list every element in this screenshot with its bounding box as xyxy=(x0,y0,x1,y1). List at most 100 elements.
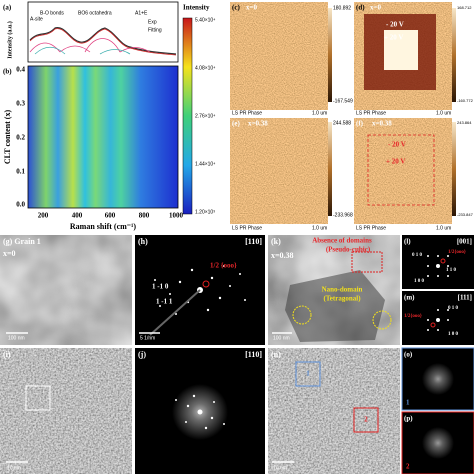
panel-label: (h) xyxy=(138,237,148,246)
panel-label: (b) xyxy=(3,68,12,76)
voltage: - 20 V xyxy=(388,141,406,149)
shape-rect xyxy=(354,110,474,116)
shape-circle xyxy=(204,426,208,430)
shape-rect xyxy=(268,348,400,474)
shape-circle xyxy=(186,404,190,408)
panel-m: (m) [111] 1/2{ooo} 0 1 0 1 0 0 xyxy=(402,291,474,345)
shape-g xyxy=(427,309,449,331)
axis-label: Raman shift (cm⁻¹) xyxy=(70,222,137,231)
shape-rect xyxy=(230,118,328,224)
annotation: Absence of domains xyxy=(312,237,372,245)
panel-i: (i) 10 nm xyxy=(0,348,132,474)
panel-label: (j) xyxy=(138,350,146,359)
shape-line xyxy=(149,289,201,336)
shape-circle xyxy=(437,275,439,277)
scale-max: 243.864 xyxy=(457,120,472,125)
region-label: 1 xyxy=(406,399,410,407)
annotation: B-O bonds xyxy=(40,10,64,16)
scale-bar: 1.0 um xyxy=(436,225,451,231)
region-label: 2 xyxy=(406,463,410,471)
shape-circle xyxy=(436,318,440,322)
legend-label: Fitting xyxy=(148,27,162,33)
scale-max: 180.892 xyxy=(333,5,351,11)
shape-rect xyxy=(328,8,332,102)
colorbar-tick: 5.40×10⁴ xyxy=(195,17,215,23)
panel-label: (l) xyxy=(404,238,411,246)
zone-axis: [111] xyxy=(458,294,472,302)
footer: LS PR Phase xyxy=(232,225,262,231)
axis-label: CLT content (x) xyxy=(3,110,12,165)
shape-circle xyxy=(436,264,440,268)
panel-c: (c) x=0 180.892 -167.549 LS PR Phase 1.0… xyxy=(230,2,353,116)
shape-circle xyxy=(244,299,246,301)
shape-circle xyxy=(447,275,449,277)
shape-circle xyxy=(447,309,449,311)
shape-rect xyxy=(27,65,179,209)
shape-circle xyxy=(440,258,446,264)
panel-h: (h) [110] 1/2 {ooo} 1 -1 0 1 -1 1 5 1/nm xyxy=(135,235,265,345)
scale-min: -233.968 xyxy=(333,212,353,218)
composition: x=0.38 xyxy=(372,120,392,128)
scale-bar: 1.0 um xyxy=(312,110,327,116)
shape-circle xyxy=(427,319,429,321)
shape-circle xyxy=(210,416,214,420)
shape-path xyxy=(34,46,131,55)
panel-label: (i) xyxy=(3,350,11,359)
tick-label: 1000 xyxy=(169,212,184,220)
shape-rect xyxy=(354,118,452,224)
voltage: + 20 V xyxy=(384,34,403,42)
region-label: 2 xyxy=(364,416,368,424)
voltage: - 20 V xyxy=(386,21,404,29)
shape-circle xyxy=(239,273,241,275)
tick-label: 200 xyxy=(38,212,49,220)
index: 1 -1 1 xyxy=(156,298,173,306)
shape-circle xyxy=(427,329,429,331)
shape-circle xyxy=(422,427,454,459)
scale-bar: 10 nm xyxy=(7,465,21,471)
panel-label: (a) xyxy=(3,4,12,12)
scale-bar: 100 nm xyxy=(273,335,290,341)
panel-f: (f) x=0.38 - 20 V + 20 V 243.864 -233.84… xyxy=(354,118,474,231)
shape-circle xyxy=(427,265,429,267)
panel-p: (p) 2 xyxy=(401,411,474,474)
panel-label: (c) xyxy=(232,4,240,12)
shape-circle xyxy=(169,293,171,295)
shape-rect xyxy=(354,224,474,231)
index: 1 0 0 xyxy=(414,279,425,284)
axis-label: Intensity (a.u.) xyxy=(6,21,13,59)
scale-bar: 1.0 um xyxy=(312,225,327,231)
shape-circle xyxy=(190,268,194,272)
index: 0 1 0 xyxy=(412,253,423,258)
shape-circle xyxy=(192,394,196,398)
shape-rect xyxy=(452,8,456,102)
shape-rect xyxy=(230,2,328,110)
shape-circle xyxy=(223,423,225,425)
zone-axis: [001] xyxy=(457,238,472,246)
composition: x=0 xyxy=(370,4,381,12)
colorbar-tick: 2.76×10⁴ xyxy=(195,113,215,119)
shape-circle xyxy=(197,409,203,415)
panel-d: (d) x=0 - 20 V + 20 V 168.712 -160.772 L… xyxy=(354,2,474,116)
panel-label: (n) xyxy=(271,350,281,359)
shape-circle xyxy=(159,305,161,307)
shape-circle xyxy=(437,309,439,311)
shape-circle xyxy=(178,280,182,284)
shape-rect xyxy=(0,348,132,474)
scale-bar: 10 nm xyxy=(273,465,287,471)
annotation: 1/2{ooo} xyxy=(448,250,466,255)
shape-circle xyxy=(427,255,429,257)
annotation: 1/2 {ooo} xyxy=(210,262,237,270)
scale-bar: 5 1/nm xyxy=(140,335,155,341)
panel-k: (k) x=0.38 Absence of domains (Pseudo-cu… xyxy=(268,235,400,345)
shape-circle xyxy=(447,265,449,267)
panel-label: (m) xyxy=(404,294,415,302)
shape-circle xyxy=(292,305,312,325)
panel-label: (o) xyxy=(404,351,413,359)
annotation: (Pseudo-cubic) xyxy=(326,246,371,254)
shape-circle xyxy=(229,285,231,287)
legend-label: Exp xyxy=(148,19,157,25)
footer: LS PR Phase xyxy=(356,110,386,116)
scale-bar: 100 nm xyxy=(8,335,25,341)
scale-max: 244.588 xyxy=(333,120,351,126)
shape-circle xyxy=(206,308,210,312)
